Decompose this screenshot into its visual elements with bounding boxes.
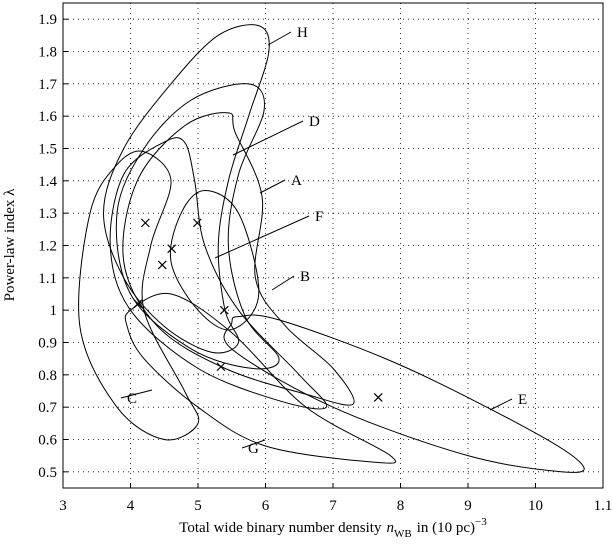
x-label-symbol: n: [386, 520, 394, 536]
contour: [102, 24, 270, 354]
contour-label: G: [248, 441, 259, 457]
y-tick-label: 1.3: [38, 206, 57, 222]
y-tick-label: 1: [50, 303, 58, 319]
contour: [78, 150, 200, 441]
best-fit-marker: [192, 218, 202, 228]
y-tick-label: 0.6: [38, 433, 57, 449]
contour: [109, 137, 328, 410]
y-axis-label: Power-law index λ: [2, 188, 18, 302]
x-tick-label: 8: [397, 498, 405, 514]
leader-line: [489, 398, 513, 411]
x-label-text: Total wide binary number density: [179, 520, 382, 536]
y-tick-label: 1.7: [38, 77, 57, 93]
contour-label: D: [309, 114, 320, 130]
best-fit-marker: [219, 305, 229, 315]
contour-label: C: [127, 391, 137, 407]
x-tick-label: 1.1: [594, 498, 613, 514]
best-fit-marker: [167, 244, 177, 254]
y-tick-label: 1.4: [38, 174, 57, 190]
best-fit-marker: [133, 299, 143, 309]
leader-line: [267, 31, 292, 46]
contour-label: E: [518, 392, 527, 408]
y-tick-label: 1.8: [38, 45, 57, 61]
x-axis-label: Total wide binary number density nWB in (1…: [179, 516, 487, 540]
contour: [122, 112, 355, 406]
x-tick-label: 5: [194, 498, 202, 514]
y-tick-label: 0.8: [38, 368, 57, 384]
x-label-exponent: −3: [475, 516, 487, 528]
contour-label: H: [297, 25, 308, 41]
contour-label: F: [315, 209, 323, 225]
x-tick-label: 3: [59, 498, 67, 514]
best-fit-marker: [157, 260, 167, 270]
leader-line: [271, 275, 295, 291]
leader-line: [241, 439, 266, 449]
contour-label: B: [300, 269, 310, 285]
y-tick-label: 0.9: [38, 336, 57, 352]
y-tick-label: 0.5: [38, 465, 57, 481]
x-label-unit: in (10 pc): [417, 520, 475, 536]
x-label-subscript: WB: [394, 528, 412, 540]
y-tick-label: 1.6: [38, 109, 57, 125]
y-tick-label: 0.7: [38, 400, 57, 416]
y-tick-label: 1.1: [38, 271, 57, 287]
leader-line: [259, 179, 286, 194]
contour: [124, 292, 396, 464]
x-tick-label: 10: [528, 498, 543, 514]
best-fit-marker: [140, 218, 150, 228]
x-tick-label: 4: [127, 498, 135, 514]
contour: [223, 314, 585, 473]
x-tick-label: 6: [262, 498, 270, 514]
best-fit-marker: [373, 393, 383, 402]
x-tick-label: 7: [329, 498, 337, 514]
contour: [169, 190, 260, 331]
contour: [115, 83, 280, 370]
leader-line: [120, 389, 153, 399]
best-fit-marker: [216, 362, 226, 372]
leader-line: [232, 120, 304, 156]
y-tick-label: 1.9: [38, 12, 57, 28]
x-tick-label: 9: [464, 498, 472, 514]
contour-label: A: [291, 173, 302, 189]
y-tick-label: 1.2: [38, 239, 57, 255]
leader-line: [214, 215, 310, 259]
y-tick-label: 1.5: [38, 142, 57, 158]
